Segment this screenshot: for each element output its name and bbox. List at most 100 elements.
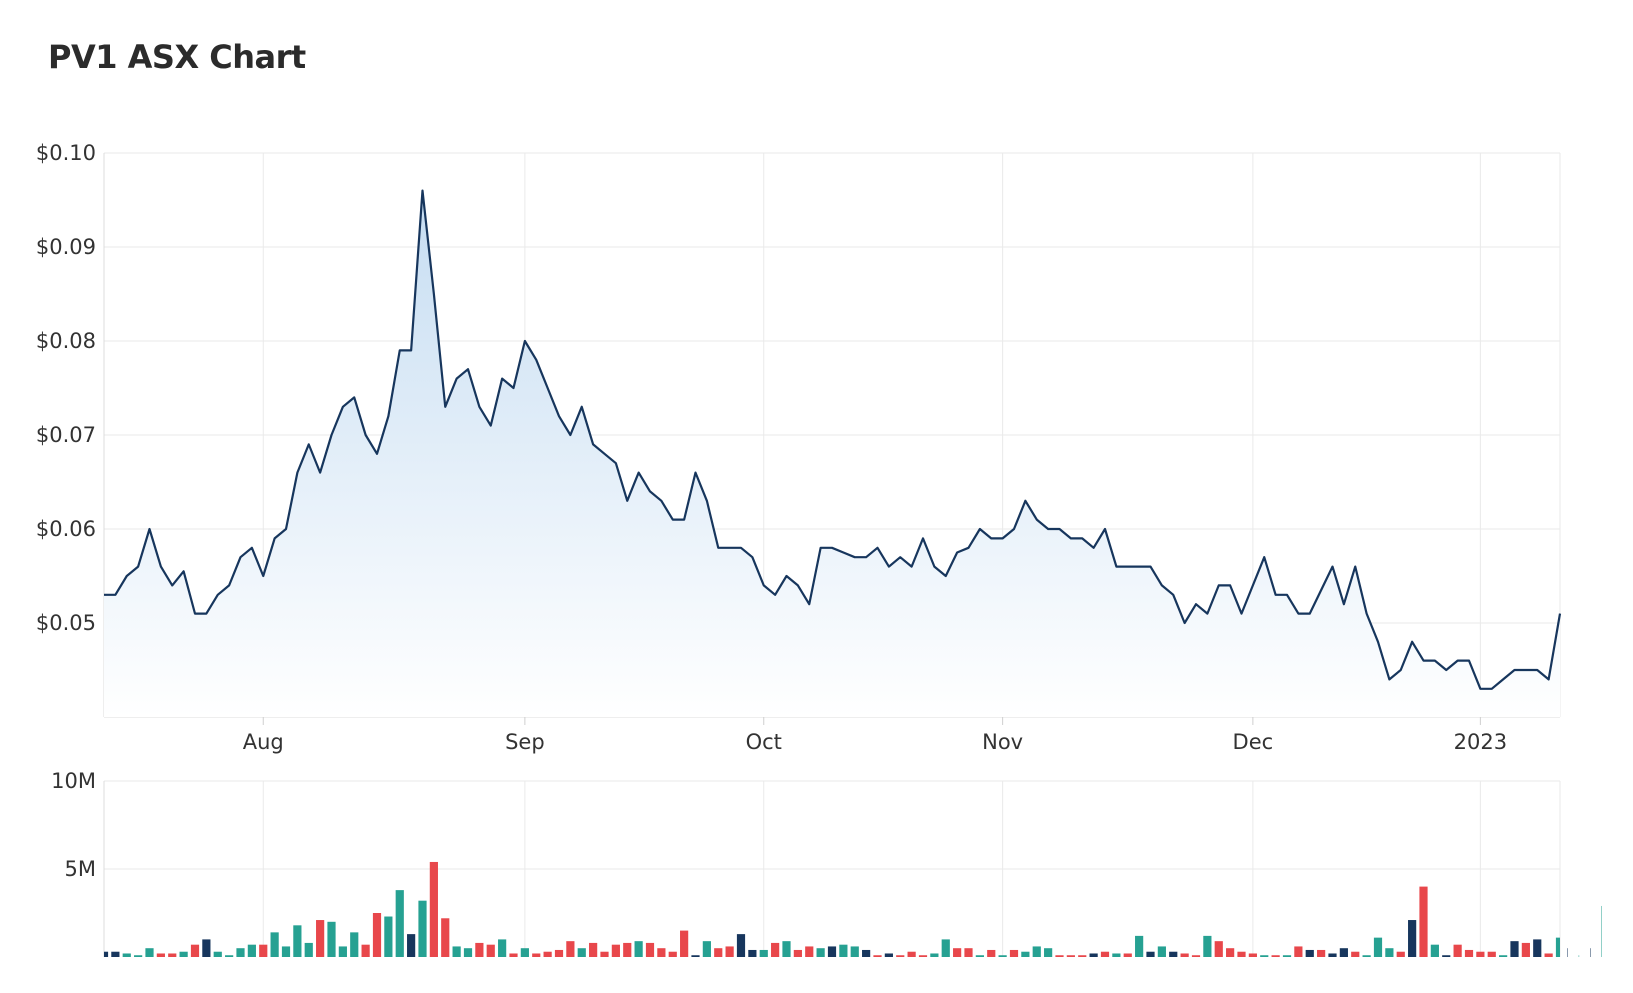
- volume-bar: [839, 944, 848, 957]
- volume-bar: [259, 944, 268, 957]
- volume-bar: [270, 932, 279, 957]
- volume-bar: [1487, 951, 1496, 957]
- volume-bar: [975, 955, 984, 957]
- volume-bar: [1464, 949, 1474, 957]
- volume-bar: [600, 951, 609, 957]
- volume-bar: [327, 921, 336, 957]
- x-tick-label: Dec: [1233, 730, 1274, 754]
- volume-bar: [338, 946, 347, 957]
- volume-bar: [225, 955, 234, 957]
- volume-bar: [941, 939, 950, 957]
- price-line: [104, 189, 1562, 690]
- volume-bar: [850, 946, 859, 957]
- volume-bar: [1601, 905, 1602, 957]
- x-tick-label: Aug: [243, 730, 284, 754]
- volume-bar: [1499, 955, 1508, 957]
- volume-bar: [509, 953, 518, 957]
- volume-bar: [1032, 946, 1041, 957]
- volume-bar: [1385, 948, 1394, 957]
- volume-bar: [1373, 937, 1383, 957]
- volume-bar: [771, 942, 780, 957]
- volume-bar: [1294, 946, 1303, 957]
- price-area: [104, 190, 1560, 718]
- volume-bar: [987, 949, 996, 957]
- volume-bar: [759, 949, 768, 957]
- volume-bar: [634, 941, 643, 957]
- volume-bar: [179, 951, 188, 957]
- volume-bar: [862, 949, 871, 957]
- volume-bar: [1408, 920, 1417, 957]
- volume-bar: [680, 930, 689, 957]
- volume-bar: [104, 951, 109, 957]
- volume-bar: [1044, 948, 1053, 957]
- volume-bar: [407, 934, 416, 957]
- chart-title: PV1 ASX Chart: [48, 38, 306, 76]
- volume-bar: [657, 948, 666, 957]
- volume-bar: [748, 949, 757, 957]
- volume-bar: [1555, 937, 1560, 957]
- volume-bar: [873, 955, 882, 957]
- volume-bar: [907, 951, 916, 957]
- volume-bar: [816, 948, 825, 957]
- volume-bar: [1351, 951, 1360, 957]
- volume-bar: [736, 934, 746, 957]
- volume-bar: [1396, 951, 1405, 957]
- volume-bar: [1317, 949, 1326, 957]
- volume-bar: [884, 953, 893, 957]
- volume-bar: [1544, 953, 1553, 957]
- volume-bar: [372, 913, 382, 957]
- volume-bar: [577, 948, 586, 957]
- volume-bar: [805, 946, 814, 957]
- volume-bar: [953, 948, 962, 957]
- volume-bar: [1180, 953, 1189, 957]
- volume-bar: [1169, 951, 1178, 957]
- volume-bar: [1442, 955, 1451, 957]
- volume-bar: [1328, 953, 1337, 957]
- x-tick-label: Oct: [746, 730, 782, 754]
- volume-bar: [1567, 948, 1568, 957]
- volume-bar: [145, 948, 154, 957]
- volume-bar: [1089, 953, 1098, 957]
- volume-bar: [1214, 941, 1223, 957]
- price-y-tick-label: $0.05: [36, 611, 96, 635]
- volume-bar: [236, 948, 245, 957]
- volume-bar: [1282, 955, 1292, 957]
- price-y-tick-label: $0.09: [36, 235, 96, 259]
- x-axis: Aug Sep Oct Nov Dec 2023: [243, 730, 1507, 754]
- volume-bar: [691, 955, 700, 957]
- volume-bar: [998, 955, 1007, 957]
- volume-bar: [1066, 955, 1075, 957]
- volume-bar: [1453, 944, 1462, 957]
- volume-bar: [247, 944, 256, 957]
- volume-bar: [213, 951, 222, 957]
- volume-bar: [566, 941, 575, 957]
- volume-bar: [361, 944, 370, 957]
- volume-bar: [611, 944, 620, 957]
- volume-bar: [702, 941, 711, 957]
- volume-bar: [202, 939, 211, 957]
- volume-bar: [1021, 951, 1030, 957]
- x-tick-label: 2023: [1454, 730, 1507, 754]
- volume-bar: [316, 920, 325, 957]
- volume-bar: [1123, 953, 1132, 957]
- volume-bar: [1362, 955, 1371, 957]
- volume-bar: [1009, 949, 1019, 957]
- volume-bar: [1078, 955, 1087, 957]
- volume-bar: [645, 942, 655, 957]
- volume-bar: [714, 948, 723, 957]
- volume-bar: [134, 955, 143, 957]
- volume-y-axis: 10M 5M: [51, 769, 96, 881]
- volume-bar: [1533, 939, 1542, 957]
- volume-bar: [793, 949, 802, 957]
- volume-bar: [395, 890, 404, 957]
- x-tick-label: Nov: [982, 730, 1023, 754]
- volume-bar: [896, 955, 905, 957]
- volume-bar: [589, 942, 598, 957]
- volume-bar: [384, 916, 393, 957]
- price-y-tick-label: $0.07: [36, 423, 96, 447]
- volume-bar: [827, 946, 837, 957]
- volume-bar: [1135, 935, 1144, 957]
- volume-bar: [429, 861, 438, 957]
- volume-bar: [532, 953, 541, 957]
